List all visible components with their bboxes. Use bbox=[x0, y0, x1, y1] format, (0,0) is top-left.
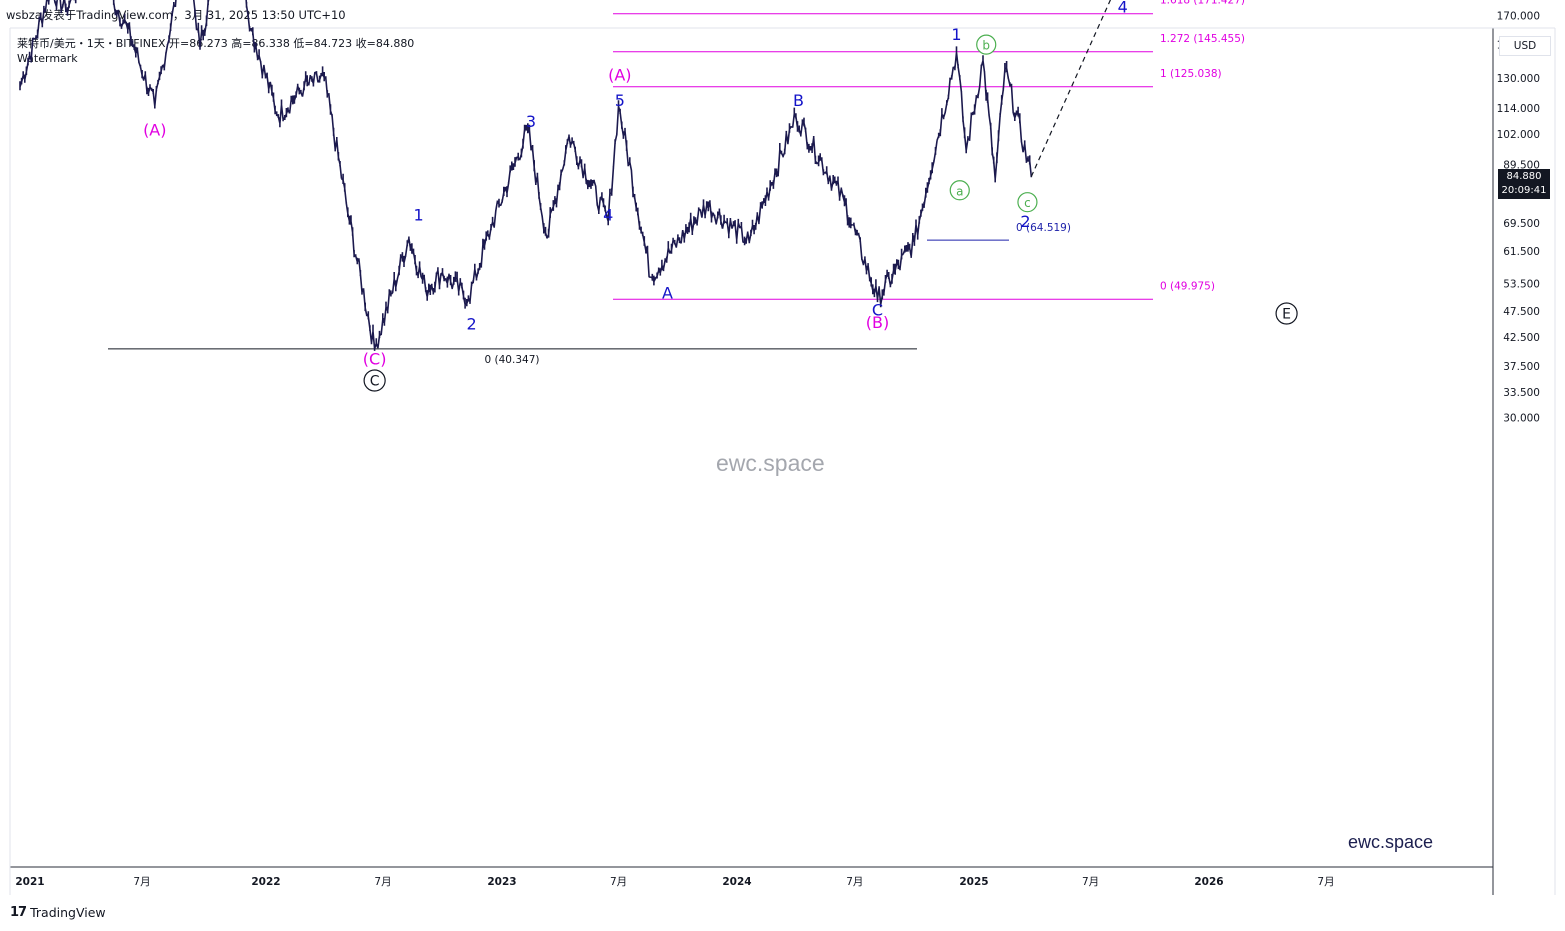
price-tick-17: 53.500 bbox=[1503, 279, 1540, 291]
wave-label-text-8: 2 bbox=[467, 315, 477, 334]
fib-levels: 0.618 (281.936)0.5 (235.807)0 (40.347)2.… bbox=[108, 0, 1245, 366]
wave-label-circle-29 bbox=[1275, 302, 1298, 325]
fib-label-4: 1.618 (171.427) bbox=[1160, 0, 1245, 7]
price-tick-16: 61.500 bbox=[1503, 246, 1540, 258]
time-tick-10: 2026 bbox=[1194, 876, 1223, 888]
wave-label-22: c bbox=[1017, 192, 1038, 213]
tradingview-logo-icon: 𝟭𝟳 bbox=[10, 905, 27, 920]
price-tick-18: 47.500 bbox=[1503, 306, 1540, 318]
wave-label-8: 2 bbox=[467, 315, 477, 334]
wave-label-11: 3 bbox=[526, 112, 536, 131]
currency-selector[interactable]: USD bbox=[1499, 36, 1551, 56]
wave-label-16: B bbox=[793, 91, 804, 110]
wave-label-text-29: E bbox=[1282, 307, 1291, 323]
wave-label-text-19: 1 bbox=[951, 25, 961, 44]
wave-label-text-10: C bbox=[370, 374, 380, 390]
fib-label-2: 0 (40.347) bbox=[485, 354, 540, 366]
price-tick-20: 37.500 bbox=[1503, 361, 1540, 373]
price-tick-22: 30.000 bbox=[1503, 413, 1540, 425]
price-tick-19: 42.500 bbox=[1503, 332, 1540, 344]
wave-label-21: b bbox=[976, 34, 997, 55]
wave-label-17: C bbox=[872, 301, 883, 320]
time-tick-2: 2022 bbox=[251, 876, 280, 888]
price-tick-15: 69.500 bbox=[1503, 218, 1540, 230]
price-line bbox=[19, 0, 1033, 351]
price-series bbox=[19, 0, 1112, 351]
wave-label-text-22: c bbox=[1024, 196, 1031, 210]
fib-label-8: 0 (64.519) bbox=[1016, 222, 1071, 234]
wave-label-12: 4 bbox=[603, 206, 613, 225]
projection-line bbox=[1030, 0, 1112, 177]
time-tick-4: 2023 bbox=[487, 876, 516, 888]
wave-labels: B(C)534(B)(A)12(C)C34(A)5ABC(B)1abc234D(… bbox=[143, 0, 1298, 392]
wave-label-text-15: A bbox=[662, 283, 673, 302]
price-tick-9: 170.000 bbox=[1497, 11, 1540, 23]
publish-info: wsbza发表于TradingView.com，3月 31, 2025 13:5… bbox=[6, 8, 346, 22]
last-price-badge: 84.880 bbox=[1498, 168, 1550, 185]
wave-label-29: E bbox=[1275, 302, 1298, 325]
bar-countdown: 20:09:41 bbox=[1498, 182, 1550, 199]
wave-label-9: (C) bbox=[363, 350, 387, 369]
wave-label-14: 5 bbox=[615, 91, 625, 110]
wave-label-15: A bbox=[662, 283, 673, 302]
wave-label-text-18: (B) bbox=[866, 313, 889, 332]
time-tick-11: 7月 bbox=[1317, 876, 1334, 888]
time-tick-5: 7月 bbox=[610, 876, 627, 888]
wave-label-text-21: b bbox=[982, 39, 990, 53]
wave-label-25: 4 bbox=[1118, 0, 1128, 16]
wave-label-text-11: 3 bbox=[526, 112, 536, 131]
wave-label-text-23: 2 bbox=[1020, 212, 1030, 231]
price-scale[interactable]: 600.000520.000460.000400.000340.000300.0… bbox=[1497, 0, 1540, 425]
wave-label-circle-10 bbox=[363, 369, 386, 392]
wave-label-23: 2 bbox=[1020, 212, 1030, 231]
time-tick-0: 2021 bbox=[15, 876, 44, 888]
time-tick-1: 7月 bbox=[133, 876, 150, 888]
wave-label-text-9: (C) bbox=[363, 350, 387, 369]
wave-label-circle-22 bbox=[1017, 192, 1038, 213]
price-tick-14: 89.500 bbox=[1503, 159, 1540, 171]
wave-label-text-13: (A) bbox=[608, 65, 631, 84]
time-tick-3: 7月 bbox=[374, 876, 391, 888]
price-tick-13: 102.000 bbox=[1497, 129, 1540, 141]
price-tick-21: 33.500 bbox=[1503, 387, 1540, 399]
wave-label-13: (A) bbox=[608, 65, 631, 84]
wave-label-7: 1 bbox=[413, 206, 423, 225]
wave-label-text-14: 5 bbox=[615, 91, 625, 110]
time-tick-9: 7月 bbox=[1082, 876, 1099, 888]
wave-label-text-16: B bbox=[793, 91, 804, 110]
wave-label-text-12: 4 bbox=[603, 206, 613, 225]
wave-label-text-17: C bbox=[872, 301, 883, 320]
price-tick-12: 114.000 bbox=[1497, 103, 1540, 115]
time-scale[interactable]: 2021 7月 2022 7月 2023 7月 2024 7月 2025 7月 2026 7月 bbox=[15, 876, 1334, 888]
wave-label-circle-20 bbox=[949, 180, 970, 201]
center-brand-watermark: ewc.space bbox=[716, 450, 825, 476]
wave-label-text-6: (A) bbox=[143, 120, 166, 139]
wave-label-text-25: 4 bbox=[1118, 0, 1128, 16]
wave-label-6: (A) bbox=[143, 120, 166, 139]
wave-label-20: a bbox=[949, 180, 970, 201]
corner-brand: ewc.space bbox=[1348, 832, 1434, 852]
wave-label-19: 1 bbox=[951, 25, 961, 44]
tradingview-logo-text: TradingView bbox=[30, 905, 106, 920]
wave-label-text-20: a bbox=[956, 184, 963, 198]
tradingview-logo[interactable]: 𝟭𝟳 TradingView bbox=[10, 905, 106, 920]
price-tick-11: 130.000 bbox=[1497, 73, 1540, 85]
time-tick-8: 2025 bbox=[959, 876, 988, 888]
time-tick-6: 2024 bbox=[722, 876, 751, 888]
fib-label-7: 0 (49.975) bbox=[1160, 280, 1215, 292]
time-tick-7: 7月 bbox=[846, 876, 863, 888]
wave-label-10: C bbox=[363, 369, 386, 392]
symbol-legend[interactable]: 莱特币/美元・1天・BITFINEX 开=86.273 高=86.338 低=8… bbox=[17, 37, 415, 50]
fib-label-5: 1.272 (145.455) bbox=[1160, 33, 1245, 45]
wave-label-18: (B) bbox=[866, 313, 889, 332]
fib-label-6: 1 (125.038) bbox=[1160, 68, 1222, 80]
wave-label-text-7: 1 bbox=[413, 206, 423, 225]
wave-label-circle-21 bbox=[976, 34, 997, 55]
